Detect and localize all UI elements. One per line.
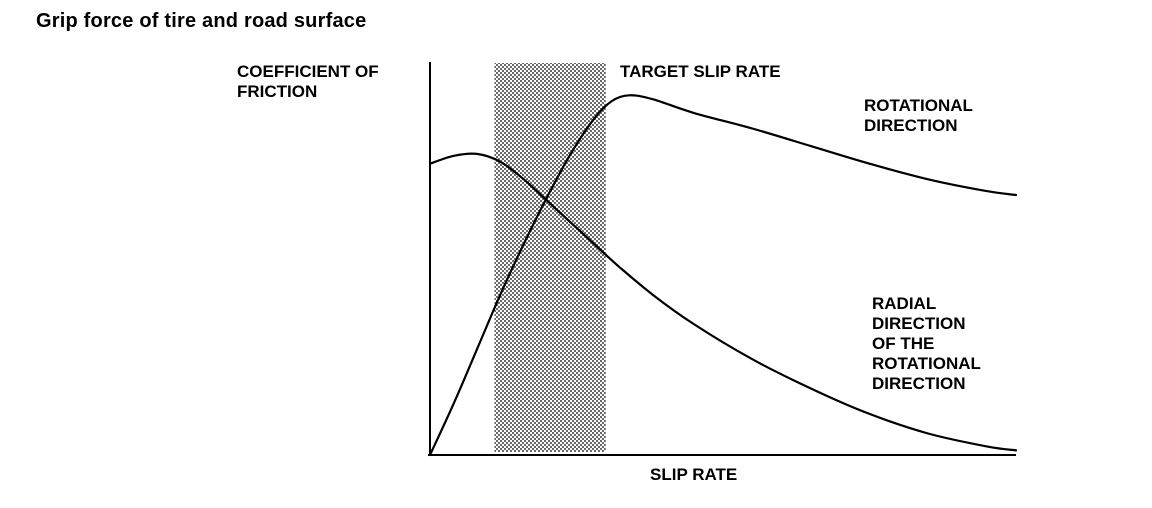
radial-direction-label-line: RADIAL [872, 294, 937, 313]
page-title: Grip force of tire and road surface [36, 10, 367, 32]
y-axis-label: COEFFICIENT OF FRICTION [237, 62, 379, 102]
radial-direction-label: RADIAL DIRECTION OF THE ROTATIONAL DIREC… [872, 294, 1012, 394]
radial-direction-curve [428, 152, 1018, 452]
radial-direction-label-line: DIRECTION [872, 374, 966, 394]
rotational-direction-curve [428, 94, 1018, 457]
radial-direction-label-line: DIRECTION [872, 314, 966, 334]
radial-direction-label-line: OF THE [872, 334, 935, 354]
radial-direction-label-line: ROTATIONAL [872, 354, 981, 374]
target-slip-rate-label: TARGET SLIP RATE [620, 62, 781, 81]
rotational-direction-label: ROTATIONAL DIRECTION [864, 96, 973, 136]
target-slip-rate-band [494, 63, 606, 452]
x-axis-label: SLIP RATE [650, 465, 738, 484]
